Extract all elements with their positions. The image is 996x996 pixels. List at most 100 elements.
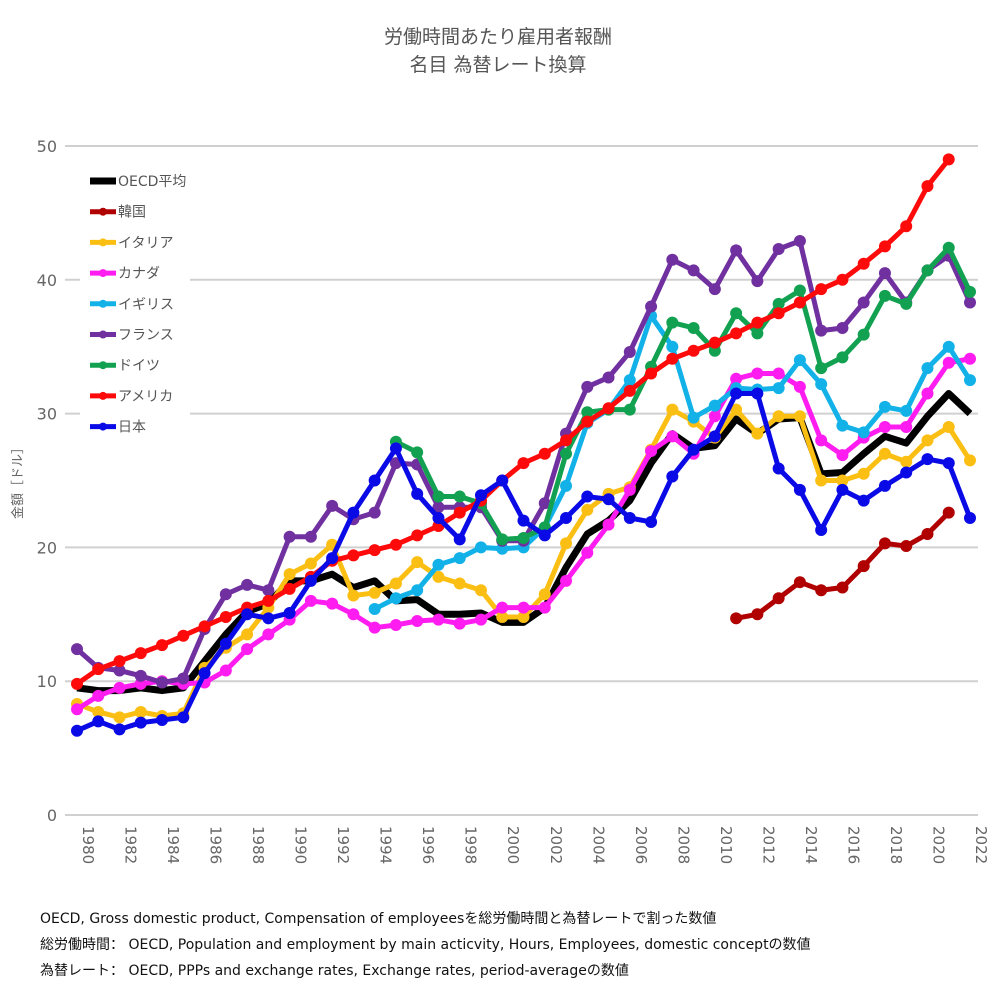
data-point	[326, 499, 339, 512]
x-tick-label: 2002	[547, 826, 565, 864]
data-point	[730, 612, 743, 625]
x-tick-label: 2022	[972, 826, 990, 864]
x-tick-label: 1994	[377, 826, 395, 864]
data-point	[751, 275, 764, 288]
legend-label: カナダ	[118, 266, 160, 282]
data-point	[411, 614, 424, 627]
data-point	[900, 455, 913, 468]
data-point	[538, 601, 551, 614]
data-point	[134, 669, 147, 682]
legend-marker	[99, 422, 107, 431]
data-point	[389, 442, 402, 455]
data-point	[389, 619, 402, 632]
data-point	[815, 474, 828, 487]
data-point	[560, 537, 573, 550]
legend-marker	[99, 391, 107, 400]
data-point	[793, 483, 806, 496]
x-tick-label: 1992	[334, 826, 352, 864]
data-point	[304, 594, 317, 607]
data-point	[772, 367, 785, 380]
data-point	[623, 346, 636, 359]
data-point	[964, 374, 976, 387]
data-point	[793, 284, 806, 297]
data-point	[368, 506, 381, 519]
data-point	[517, 457, 530, 470]
data-point	[772, 243, 785, 256]
x-tick-label: 2000	[504, 826, 522, 864]
data-point	[304, 557, 317, 570]
data-point	[793, 576, 806, 589]
data-point	[241, 608, 254, 621]
data-point	[645, 515, 658, 528]
data-point	[517, 610, 530, 623]
data-point	[857, 328, 870, 341]
data-point	[878, 289, 891, 302]
data-point	[71, 724, 83, 737]
x-tick-label: 2014	[802, 826, 820, 864]
data-point	[708, 399, 721, 412]
legend-marker	[99, 361, 107, 370]
data-point	[900, 466, 913, 479]
data-point	[283, 582, 296, 595]
data-point	[666, 403, 679, 416]
data-point	[815, 283, 828, 296]
data-point	[857, 494, 870, 507]
data-point	[389, 538, 402, 551]
x-tick-label: 2010	[717, 826, 735, 864]
data-point	[623, 511, 636, 524]
data-point	[602, 493, 615, 506]
data-point	[432, 570, 445, 583]
data-point	[878, 420, 891, 433]
x-tick-label: 1986	[207, 826, 225, 864]
data-point	[942, 457, 955, 470]
data-point	[538, 447, 551, 460]
x-tick-label: 2018	[887, 826, 905, 864]
data-point	[198, 667, 211, 680]
data-point	[304, 530, 317, 543]
data-point	[453, 617, 466, 630]
data-point	[283, 568, 296, 581]
data-point	[517, 532, 530, 545]
data-point	[71, 677, 83, 690]
data-point	[92, 689, 105, 702]
data-point	[177, 711, 190, 724]
data-point	[730, 372, 743, 385]
data-point	[878, 267, 891, 280]
data-point	[666, 253, 679, 266]
x-tick-label: 2008	[674, 826, 692, 864]
data-point	[113, 681, 126, 694]
data-point	[496, 474, 509, 487]
data-point	[134, 705, 147, 718]
data-point	[389, 577, 402, 590]
legend-label: OECD平均	[118, 174, 186, 190]
data-point	[368, 474, 381, 487]
data-point	[262, 594, 275, 607]
data-point	[411, 556, 424, 569]
data-point	[645, 367, 658, 380]
data-point	[304, 574, 317, 587]
x-tick-label: 1980	[79, 826, 97, 864]
data-point	[581, 415, 594, 428]
data-point	[751, 327, 764, 340]
legend-label: ドイツ	[118, 358, 160, 374]
x-tick-label: 2004	[589, 826, 607, 864]
data-point	[857, 296, 870, 309]
y-tick-label: 30	[37, 405, 57, 424]
data-point	[857, 257, 870, 270]
data-point	[836, 581, 849, 594]
data-point	[857, 467, 870, 480]
data-point	[772, 462, 785, 475]
data-point	[156, 676, 169, 689]
data-point	[283, 606, 296, 619]
data-point	[113, 655, 126, 668]
data-point	[900, 297, 913, 310]
data-point	[708, 283, 721, 296]
data-point	[687, 321, 700, 334]
data-point	[878, 400, 891, 413]
data-point	[602, 402, 615, 415]
data-point	[921, 387, 934, 400]
data-point	[113, 664, 126, 677]
data-point	[772, 307, 785, 320]
data-point	[432, 501, 445, 514]
